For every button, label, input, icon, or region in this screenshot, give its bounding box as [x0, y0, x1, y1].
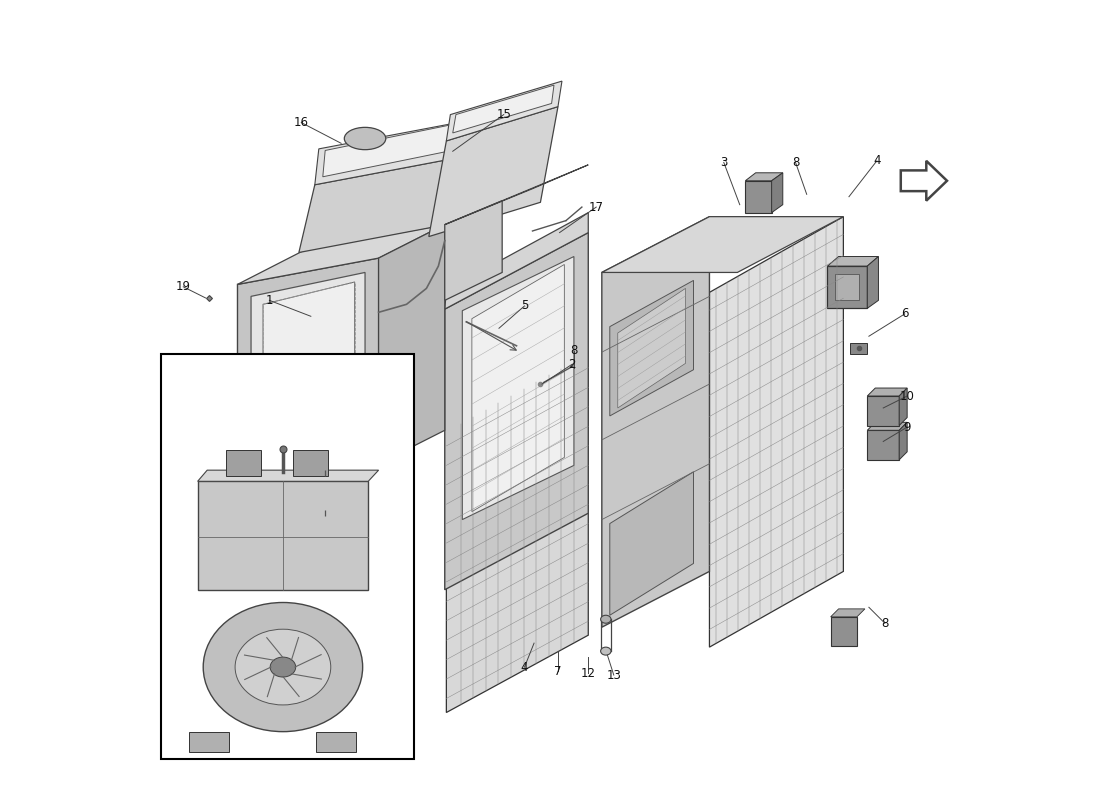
Text: 12: 12	[581, 667, 596, 680]
Polygon shape	[746, 181, 771, 213]
Text: 4: 4	[873, 154, 881, 167]
Polygon shape	[827, 257, 879, 266]
Ellipse shape	[344, 127, 386, 150]
Polygon shape	[444, 201, 503, 300]
Text: 19: 19	[176, 280, 190, 294]
Polygon shape	[444, 165, 588, 225]
Text: 3: 3	[720, 156, 727, 169]
Polygon shape	[315, 121, 466, 185]
Text: 2: 2	[569, 358, 576, 370]
Polygon shape	[830, 617, 857, 646]
Polygon shape	[830, 609, 865, 617]
Polygon shape	[771, 173, 783, 213]
Text: 11: 11	[238, 498, 253, 512]
Bar	[317, 733, 356, 752]
Ellipse shape	[601, 615, 610, 623]
Polygon shape	[827, 266, 867, 308]
Polygon shape	[238, 225, 444, 285]
Bar	[294, 450, 329, 476]
Polygon shape	[462, 257, 574, 519]
Text: 9: 9	[903, 421, 911, 434]
Text: 14: 14	[185, 386, 200, 398]
Polygon shape	[447, 354, 588, 713]
Polygon shape	[609, 472, 693, 615]
Polygon shape	[746, 173, 783, 181]
Polygon shape	[251, 273, 365, 466]
Polygon shape	[835, 274, 859, 300]
Polygon shape	[322, 125, 450, 177]
Text: 5: 5	[520, 299, 528, 313]
Bar	[161, 354, 415, 758]
Text: 8: 8	[570, 344, 578, 357]
Polygon shape	[867, 430, 899, 460]
Polygon shape	[198, 470, 378, 482]
Polygon shape	[444, 233, 588, 590]
Polygon shape	[867, 396, 899, 426]
Polygon shape	[867, 257, 879, 308]
Text: 18: 18	[186, 432, 200, 445]
Polygon shape	[850, 342, 867, 354]
Polygon shape	[198, 482, 368, 590]
Text: 4: 4	[520, 661, 528, 674]
Polygon shape	[602, 217, 844, 273]
Text: 15: 15	[496, 108, 512, 121]
Text: 7: 7	[554, 665, 562, 678]
Ellipse shape	[601, 647, 610, 655]
Polygon shape	[710, 217, 844, 647]
Polygon shape	[263, 282, 354, 454]
Text: 8: 8	[792, 156, 800, 169]
Polygon shape	[453, 85, 554, 133]
Polygon shape	[609, 281, 693, 416]
Polygon shape	[472, 265, 564, 512]
Polygon shape	[444, 213, 588, 309]
Polygon shape	[447, 81, 562, 141]
Bar	[189, 733, 229, 752]
Text: 8: 8	[881, 617, 889, 630]
Text: 17: 17	[588, 201, 604, 214]
Ellipse shape	[235, 630, 331, 705]
Polygon shape	[238, 258, 378, 490]
Text: 13: 13	[606, 669, 621, 682]
Text: 6: 6	[901, 307, 909, 321]
Polygon shape	[901, 161, 947, 201]
Text: 10: 10	[900, 390, 914, 402]
Polygon shape	[429, 106, 558, 237]
Polygon shape	[602, 217, 710, 627]
Polygon shape	[867, 422, 908, 430]
Text: 1: 1	[265, 294, 273, 307]
Polygon shape	[565, 350, 588, 386]
Text: 20: 20	[397, 448, 412, 461]
Polygon shape	[378, 225, 444, 464]
Ellipse shape	[204, 602, 363, 732]
Polygon shape	[867, 388, 908, 396]
Text: 16: 16	[294, 116, 309, 129]
Polygon shape	[899, 422, 907, 460]
Bar	[226, 450, 261, 476]
Ellipse shape	[271, 657, 296, 677]
Polygon shape	[618, 288, 685, 408]
Polygon shape	[899, 388, 907, 426]
Polygon shape	[299, 157, 462, 253]
